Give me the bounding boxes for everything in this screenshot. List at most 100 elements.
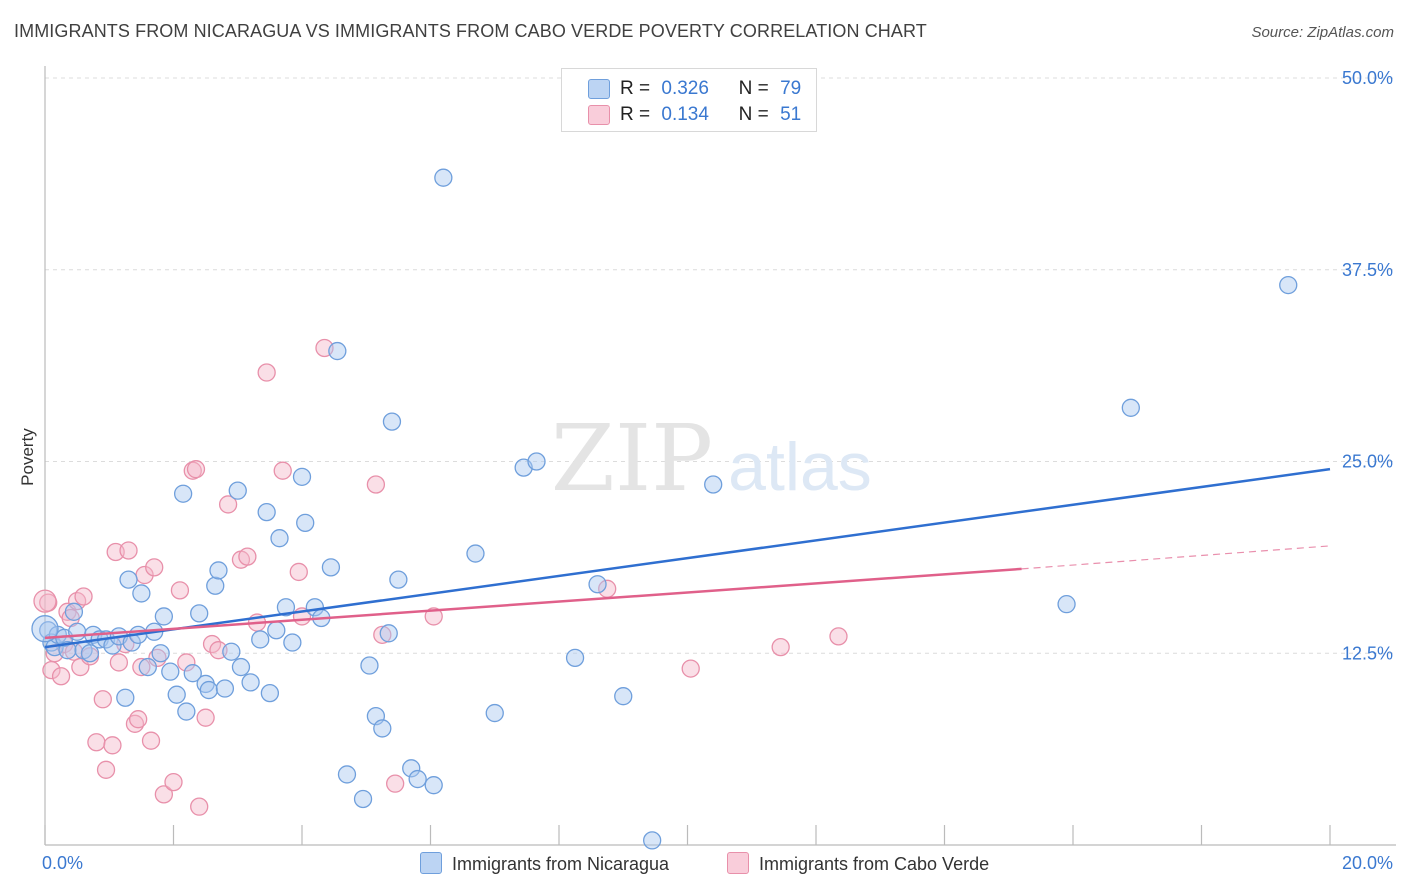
point-cabo-verde [141, 731, 161, 750]
point-nicaragua [257, 502, 276, 522]
point-nicaragua [58, 641, 77, 660]
point-nicaragua [1279, 275, 1298, 295]
point-nicaragua [434, 168, 453, 187]
point-nicaragua [80, 644, 100, 663]
point-cabo-verde [103, 736, 122, 755]
point-cabo-verde [366, 475, 386, 494]
tick-labels: 12.5% 25.0% 37.5% 50.0% 0.0% 20.0% [42, 68, 1393, 873]
point-nicaragua [190, 604, 209, 623]
point-cabo-verde [51, 667, 71, 686]
legend-row-cabo-verde: R = 0.134 N = 51 [562, 102, 816, 128]
point-nicaragua [1121, 398, 1140, 417]
legend-n-label: N = [738, 104, 769, 125]
legend-swatch-blue [588, 79, 610, 99]
axes [44, 66, 1396, 846]
legend-r-label: R = [620, 104, 651, 125]
point-nicaragua [704, 475, 723, 494]
data-points [31, 168, 1298, 850]
point-cabo-verde [119, 541, 138, 560]
legend-swatch-pink [727, 852, 749, 874]
trend-lines [44, 467, 1331, 649]
legend-label-nicaragua: Immigrants from Nicaragua [452, 854, 670, 874]
point-nicaragua [167, 685, 186, 704]
trend-line-cabo-verde-extension [1021, 545, 1331, 570]
point-cabo-verde [186, 460, 206, 479]
point-nicaragua [527, 452, 546, 471]
point-nicaragua [222, 642, 241, 661]
point-nicaragua [161, 662, 180, 681]
point-nicaragua [183, 664, 202, 683]
x-tick-label: 20.0% [1342, 853, 1393, 873]
point-cabo-verde [74, 587, 93, 606]
point-cabo-verde [829, 627, 848, 646]
point-cabo-verde [33, 589, 57, 613]
legend-row-nicaragua: R = 0.326 N = 79 [562, 76, 816, 102]
point-nicaragua [154, 607, 174, 626]
point-nicaragua [389, 570, 408, 589]
y-tick-label: 25.0% [1342, 452, 1393, 472]
point-cabo-verde [257, 363, 276, 382]
point-cabo-verde [196, 708, 215, 727]
point-nicaragua [1057, 595, 1076, 614]
watermark-zip: ZIP [551, 405, 713, 512]
y-axis-label: Poverty [18, 428, 37, 486]
legend-r-label: R = [620, 78, 651, 99]
point-cabo-verde [164, 772, 183, 792]
point-nicaragua [270, 529, 289, 548]
point-nicaragua [260, 683, 280, 703]
legend-n-value: 79 [780, 78, 802, 99]
point-nicaragua [138, 657, 157, 677]
point-nicaragua [360, 656, 379, 675]
point-nicaragua [485, 703, 504, 723]
stats-legend: R = 0.326 N = 79 R = 0.134 N = 51 [561, 68, 817, 132]
point-nicaragua [206, 576, 225, 595]
point-cabo-verde [238, 547, 257, 566]
point-cabo-verde [177, 653, 196, 672]
point-nicaragua [116, 688, 135, 707]
watermark-atlas: atlas [728, 429, 872, 505]
point-nicaragua [402, 759, 421, 778]
point-cabo-verde [386, 774, 405, 793]
point-cabo-verde [154, 785, 174, 804]
point-nicaragua [64, 602, 84, 621]
point-nicaragua [67, 622, 87, 641]
legend-swatch-blue [420, 852, 442, 874]
point-nicaragua [353, 789, 373, 809]
point-nicaragua [408, 769, 427, 789]
point-nicaragua [466, 544, 485, 563]
point-cabo-verde [145, 558, 164, 577]
y-tick-label: 37.5% [1342, 260, 1393, 280]
point-nicaragua [321, 558, 341, 577]
point-nicaragua [588, 575, 607, 594]
point-nicaragua [231, 657, 251, 677]
point-nicaragua [328, 341, 347, 361]
point-cabo-verde [681, 659, 700, 678]
point-nicaragua [424, 776, 443, 795]
chart-title: IMMIGRANTS FROM NICARAGUA VS IMMIGRANTS … [14, 21, 927, 41]
x-tick-label: 0.0% [42, 853, 83, 873]
trend-line-nicaragua [44, 467, 1331, 649]
legend-item-nicaragua: Immigrants from Nicaragua [420, 852, 669, 875]
legend-label-cabo-verde: Immigrants from Cabo Verde [759, 854, 990, 874]
legend-n-value: 51 [780, 104, 802, 125]
point-cabo-verde [373, 625, 392, 644]
legend-swatch-pink [588, 105, 610, 125]
point-nicaragua [337, 765, 357, 784]
point-cabo-verde [170, 581, 190, 600]
point-nicaragua [209, 561, 228, 580]
point-nicaragua [382, 412, 402, 431]
point-cabo-verde [109, 653, 129, 672]
point-nicaragua [267, 621, 286, 640]
point-nicaragua [643, 831, 662, 850]
y-tick-label: 50.0% [1342, 68, 1393, 88]
legend-item-cabo-verde: Immigrants from Cabo Verde [727, 852, 989, 875]
watermark: ZIP atlas [551, 405, 872, 512]
point-nicaragua [215, 679, 235, 698]
point-nicaragua [173, 484, 193, 503]
point-nicaragua [292, 467, 312, 486]
point-nicaragua [283, 633, 302, 652]
point-cabo-verde [273, 461, 292, 480]
point-nicaragua [614, 687, 633, 706]
point-nicaragua [379, 624, 398, 643]
